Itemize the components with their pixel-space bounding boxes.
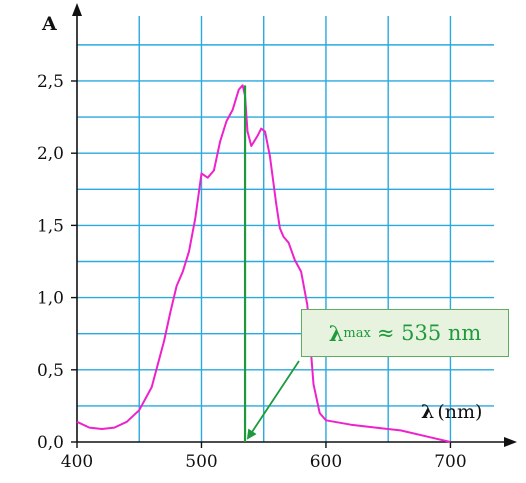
y-tick-label: 0,0 <box>37 433 64 453</box>
grid <box>77 16 494 442</box>
y-tick-label: 0,5 <box>37 361 64 381</box>
y-tick-label: 2,0 <box>37 144 64 164</box>
tick-labels: 400 500 600 700 0,0 0,5 1,0 1,5 2,0 2,5 <box>37 72 467 472</box>
x-tick-label: 500 <box>185 452 217 472</box>
x-axis-symbol: λ <box>421 401 434 423</box>
lambda-max-subscript: max <box>343 325 371 341</box>
lambda-max-value: ≈ 535 nm <box>376 321 482 345</box>
y-tick-label: 2,5 <box>37 72 64 92</box>
y-axis-label: A <box>41 13 57 35</box>
x-tick-label: 400 <box>61 452 93 472</box>
x-axis-unit: (nm) <box>437 401 482 423</box>
lambda-max-label: λ max ≈ 535 nm <box>301 309 509 357</box>
lambda-max-symbol: λ <box>328 320 344 346</box>
x-axis-arrow <box>504 437 517 447</box>
y-tick-label: 1,5 <box>37 216 64 236</box>
lambda-max-arrow <box>246 360 300 440</box>
x-tick-label: 700 <box>434 452 466 472</box>
lambda-max-annotation <box>243 85 300 442</box>
y-axis-arrow <box>72 3 82 16</box>
y-tick-label: 1,0 <box>37 289 64 309</box>
x-axis-label: λ (nm) <box>421 401 482 423</box>
x-tick-label: 600 <box>310 452 342 472</box>
